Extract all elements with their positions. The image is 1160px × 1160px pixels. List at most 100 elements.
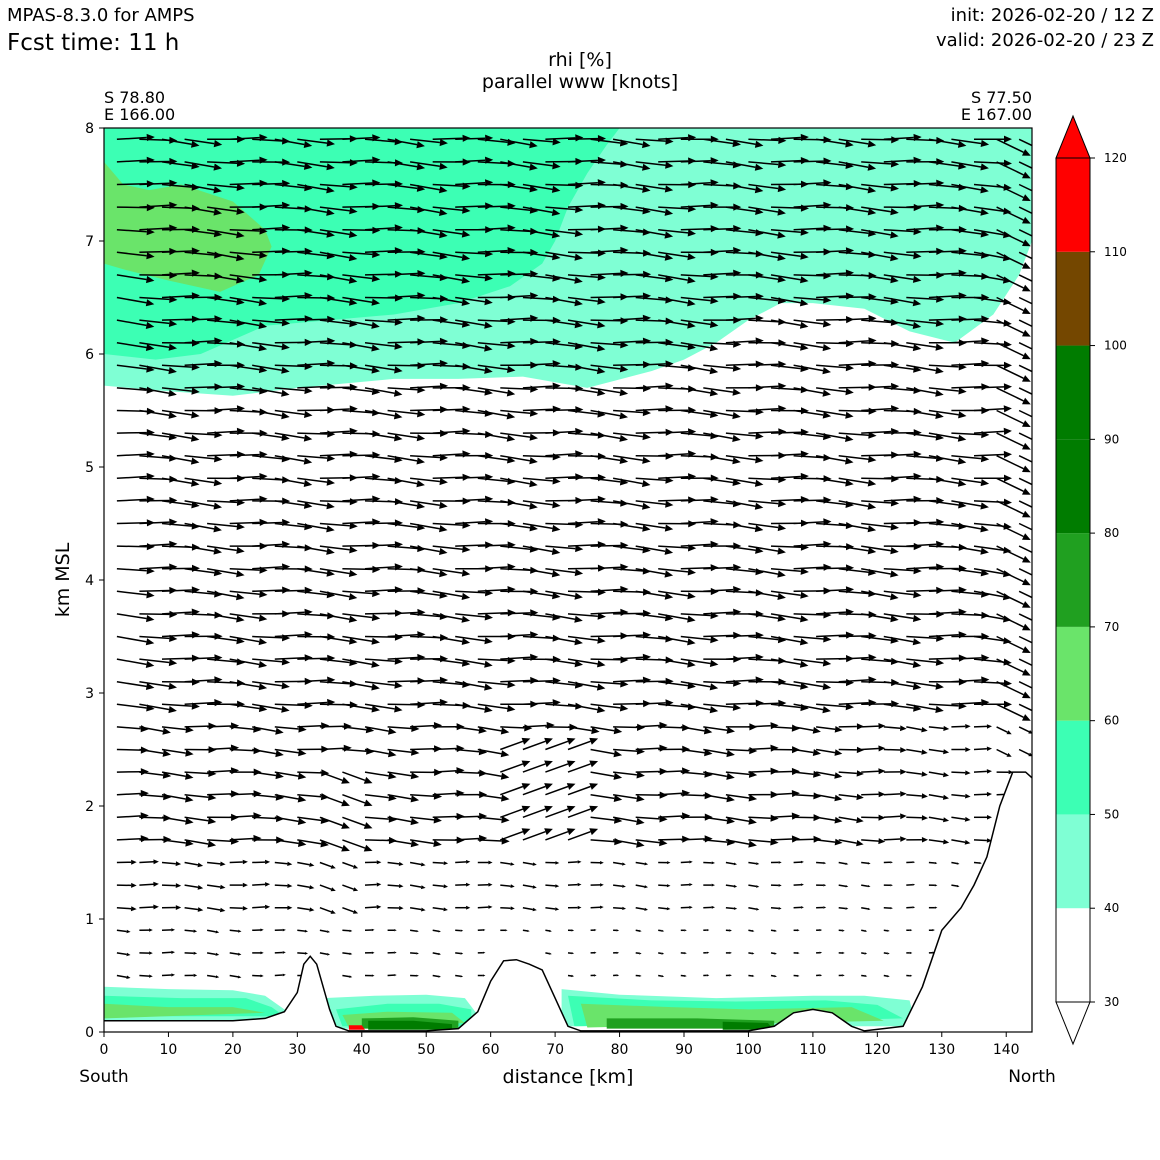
wind-arrow-head bbox=[303, 434, 313, 442]
wind-arrow-head bbox=[748, 840, 757, 848]
wind-arrow-shaft bbox=[793, 204, 824, 208]
wind-arrow-head bbox=[327, 952, 330, 956]
wind-arrow-head bbox=[643, 384, 652, 392]
wind-arrow-shaft bbox=[815, 816, 836, 821]
wind-arrow-head bbox=[353, 909, 359, 914]
wind-arrow-head bbox=[800, 860, 804, 864]
wind-arrow-shaft bbox=[207, 408, 238, 412]
wind-arrow-shaft bbox=[725, 500, 756, 508]
wind-arrow-shaft bbox=[116, 251, 147, 257]
wind-arrow-shaft bbox=[906, 566, 937, 570]
wind-arrow-head bbox=[551, 231, 561, 239]
wind-arrow-shaft bbox=[274, 183, 305, 189]
wind-arrow-head bbox=[687, 321, 696, 329]
wind-arrow-head bbox=[372, 430, 381, 438]
wind-arrow-head bbox=[726, 795, 735, 803]
wind-arrow-head bbox=[456, 767, 465, 775]
wind-arrow-head bbox=[956, 884, 960, 888]
wind-arrow-shaft bbox=[1018, 364, 1032, 373]
wind-arrow-head bbox=[398, 861, 404, 866]
wind-arrow-shaft bbox=[951, 206, 982, 213]
wind-arrow-shaft bbox=[297, 500, 328, 507]
wind-arrow-shaft bbox=[725, 251, 756, 255]
wind-arrow-shaft bbox=[522, 454, 553, 458]
wind-arrow-shaft bbox=[387, 656, 418, 660]
wind-arrow-head bbox=[710, 636, 719, 644]
wind-arrow-head bbox=[326, 230, 335, 238]
wind-arrow-shaft bbox=[522, 228, 553, 236]
wind-arrow-shaft bbox=[297, 206, 328, 214]
wind-arrow-shaft bbox=[545, 341, 576, 347]
wind-arrow-shaft bbox=[613, 340, 644, 344]
wind-arrow-head bbox=[644, 907, 648, 911]
wind-arrow-shaft bbox=[522, 861, 534, 865]
wind-arrow-head bbox=[236, 522, 245, 531]
wind-arrow-shaft bbox=[455, 680, 485, 688]
wind-arrow-shaft bbox=[319, 567, 350, 575]
wind-arrow-head bbox=[456, 744, 465, 753]
wind-arrow-head bbox=[421, 907, 426, 912]
wind-arrow-shaft bbox=[815, 771, 836, 777]
wind-arrow-shaft bbox=[297, 701, 328, 706]
wind-arrow-shaft bbox=[477, 432, 508, 439]
wind-arrow-shaft bbox=[612, 793, 637, 800]
wind-arrow-shaft bbox=[680, 543, 711, 547]
wind-arrow-head bbox=[126, 952, 131, 957]
wind-arrow-head bbox=[304, 952, 308, 955]
wind-arrow-shaft bbox=[861, 407, 892, 412]
wind-arrow-head bbox=[913, 591, 922, 599]
wind-arrow-head bbox=[878, 745, 886, 752]
colorbar-tick-label: 60 bbox=[1104, 714, 1119, 728]
wind-arrow-head bbox=[842, 974, 845, 977]
wind-arrow-shaft bbox=[635, 545, 666, 553]
wind-arrow-shaft bbox=[973, 453, 1005, 457]
wind-arrow-head bbox=[733, 907, 738, 910]
wind-arrow-head bbox=[845, 885, 849, 888]
wind-arrow-shaft bbox=[409, 906, 422, 911]
wind-arrow-head bbox=[613, 772, 623, 780]
wind-arrow-head bbox=[661, 975, 665, 978]
wind-arrow-shaft bbox=[883, 364, 914, 370]
wind-arrow-shaft bbox=[207, 161, 238, 165]
wind-arrow-head bbox=[1022, 171, 1031, 179]
wind-arrow-shaft bbox=[139, 521, 170, 525]
colorbar-band bbox=[1056, 345, 1090, 440]
wind-arrow-shaft bbox=[116, 475, 147, 480]
wind-arrow-head bbox=[1045, 533, 1054, 540]
wind-arrow-shaft bbox=[477, 387, 508, 394]
wind-arrow-shaft bbox=[838, 432, 869, 436]
wind-arrow-shaft bbox=[500, 500, 531, 507]
wind-arrow-head bbox=[238, 929, 242, 933]
wind-arrow-shaft bbox=[951, 545, 982, 552]
wind-arrow-shaft bbox=[612, 839, 637, 845]
x-tick-label: 40 bbox=[353, 1042, 371, 1058]
wind-arrow-head bbox=[661, 952, 665, 955]
wind-arrow-head bbox=[258, 638, 268, 646]
wind-arrow-head bbox=[213, 186, 222, 194]
wind-arrow-head bbox=[834, 838, 843, 846]
wind-arrow-head bbox=[192, 678, 200, 686]
wind-arrow-shaft bbox=[274, 409, 305, 416]
wind-arrow-shaft bbox=[703, 272, 734, 276]
wind-arrow-head bbox=[822, 367, 831, 375]
wind-arrow-shaft bbox=[297, 362, 328, 367]
wind-arrow-shaft bbox=[793, 613, 824, 616]
wind-arrow-shaft bbox=[906, 227, 937, 231]
wind-arrow-head bbox=[341, 776, 350, 784]
wind-arrow-shaft bbox=[883, 952, 888, 955]
wind-arrow-head bbox=[777, 184, 787, 193]
wind-arrow-shaft bbox=[883, 613, 914, 620]
wind-arrow-shaft bbox=[161, 454, 192, 462]
wind-arrow-shaft bbox=[206, 206, 237, 213]
wind-arrow-head bbox=[726, 817, 735, 825]
wind-arrow-shaft bbox=[252, 703, 282, 711]
wind-arrow-head bbox=[755, 432, 764, 440]
wind-arrow-shaft bbox=[951, 567, 982, 574]
wind-arrow-head bbox=[549, 929, 552, 933]
wind-arrow-head bbox=[687, 568, 696, 576]
wind-arrow-head bbox=[410, 772, 420, 780]
wind-arrow-shaft bbox=[928, 387, 959, 392]
wind-arrow-shaft bbox=[658, 815, 683, 819]
wind-arrow-shaft bbox=[477, 319, 508, 323]
wind-arrow-shaft bbox=[748, 500, 779, 505]
